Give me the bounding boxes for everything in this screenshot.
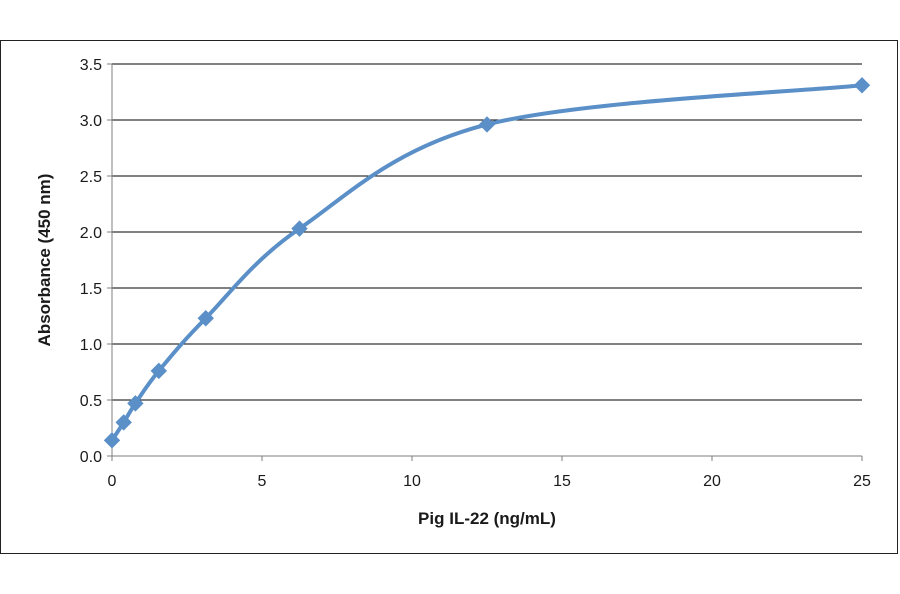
y-axis-title: Absorbance (450 nm) xyxy=(35,174,54,347)
y-tick-label: 0.5 xyxy=(80,393,102,410)
y-tick-label: 3.5 xyxy=(80,57,102,74)
axes xyxy=(107,63,863,461)
tick-labels: 0.0 0.5 1.0 1.5 2.0 2.5 3.0 3.5 0 5 10 15 20 25 xyxy=(80,57,871,490)
y-tick-label: 2.0 xyxy=(80,225,102,242)
x-tick-label: 15 xyxy=(553,473,571,490)
y-tick-label: 2.5 xyxy=(80,169,102,186)
series xyxy=(103,77,871,449)
y-tick-label: 1.5 xyxy=(80,281,102,298)
data-point-marker xyxy=(197,310,214,327)
x-tick-label: 0 xyxy=(108,473,117,490)
data-point-marker xyxy=(103,432,121,449)
y-tick-label: 3.0 xyxy=(80,113,102,130)
data-point-marker xyxy=(127,395,144,412)
chart-frame xyxy=(0,40,898,554)
x-tick-label: 5 xyxy=(258,473,267,490)
x-axis-title: Pig IL-22 (ng/mL) xyxy=(418,509,556,528)
data-point-marker xyxy=(478,116,496,133)
y-tick-label: 1.0 xyxy=(80,337,102,354)
grid-lines xyxy=(112,63,862,401)
series-line xyxy=(110,83,864,443)
data-point-marker xyxy=(115,414,132,431)
data-point-marker xyxy=(291,220,308,237)
x-tick-label: 20 xyxy=(703,473,721,490)
y-tick-label: 0.0 xyxy=(80,449,102,466)
data-point-marker xyxy=(853,77,871,94)
x-tick-label: 25 xyxy=(853,473,871,490)
x-tick-label: 10 xyxy=(403,473,421,490)
data-point-marker xyxy=(150,362,168,380)
